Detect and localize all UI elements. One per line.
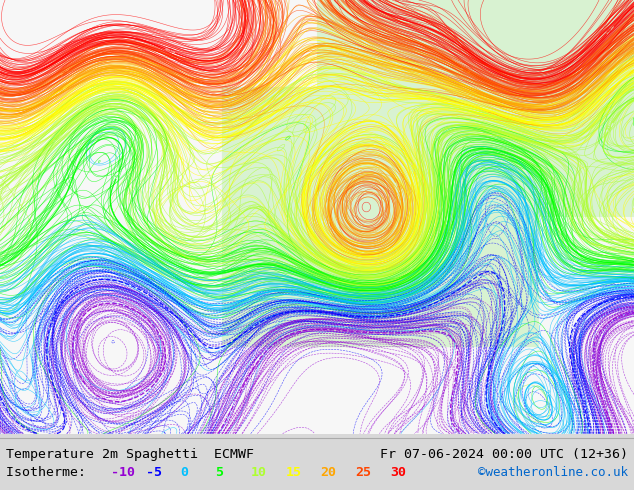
Text: 10: 10 bbox=[606, 123, 614, 132]
Text: 5: 5 bbox=[115, 173, 120, 178]
Text: 30: 30 bbox=[606, 26, 614, 34]
Text: 5: 5 bbox=[216, 466, 224, 479]
Text: 25: 25 bbox=[355, 466, 371, 479]
Text: Isotherme:: Isotherme: bbox=[6, 466, 94, 479]
Text: -5: -5 bbox=[330, 311, 335, 317]
Text: 10: 10 bbox=[53, 134, 61, 142]
Text: Fr 07-06-2024 00:00 UTC (12+36): Fr 07-06-2024 00:00 UTC (12+36) bbox=[380, 448, 628, 461]
Text: -10: -10 bbox=[233, 394, 241, 404]
Text: 25: 25 bbox=[61, 69, 69, 76]
Text: -10: -10 bbox=[85, 384, 94, 393]
Text: 0: 0 bbox=[543, 389, 550, 394]
Text: -5: -5 bbox=[579, 399, 586, 405]
Text: 30: 30 bbox=[166, 47, 174, 54]
Text: -10: -10 bbox=[111, 466, 135, 479]
Text: 0: 0 bbox=[181, 466, 189, 479]
Text: 25: 25 bbox=[462, 66, 470, 74]
Text: 15: 15 bbox=[489, 110, 497, 117]
Text: 20: 20 bbox=[320, 466, 336, 479]
Text: 15: 15 bbox=[285, 466, 301, 479]
Text: Temperature 2m Spaghetti  ECMWF: Temperature 2m Spaghetti ECMWF bbox=[6, 448, 254, 461]
Text: 20: 20 bbox=[58, 88, 66, 95]
Text: 20: 20 bbox=[394, 183, 401, 191]
Text: ©weatheronline.co.uk: ©weatheronline.co.uk bbox=[477, 466, 628, 479]
Text: 10: 10 bbox=[250, 466, 266, 479]
Text: -5: -5 bbox=[10, 414, 16, 421]
Text: 0: 0 bbox=[42, 278, 48, 284]
Text: 30: 30 bbox=[390, 466, 406, 479]
Text: -5: -5 bbox=[146, 466, 162, 479]
Text: -10: -10 bbox=[600, 398, 607, 408]
Text: 15: 15 bbox=[409, 163, 415, 171]
